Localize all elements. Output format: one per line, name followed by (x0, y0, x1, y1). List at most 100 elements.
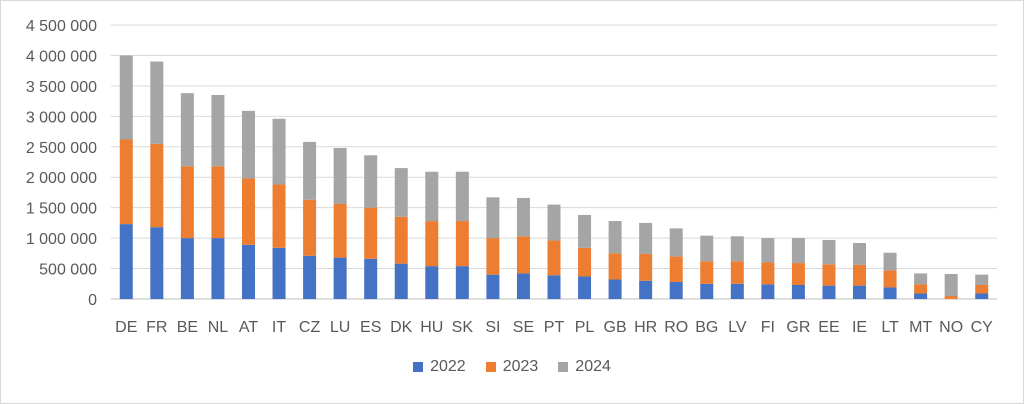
bar-EE-2022 (822, 285, 836, 299)
legend-item-series-2: 2024 (558, 358, 611, 376)
x-tick-label: PL (575, 319, 595, 336)
bar-ES-2022 (364, 258, 378, 299)
bar-GR-2023 (791, 263, 805, 285)
bar-FI-2023 (761, 262, 775, 285)
x-tick-label: CY (971, 319, 994, 336)
x-tick-label: RO (664, 319, 688, 336)
bar-DK-2022 (394, 263, 408, 299)
bar-BG-2024 (700, 235, 714, 262)
x-tick-label: DK (390, 319, 413, 336)
bar-FI-2024 (761, 238, 775, 263)
bar-DK-2023 (394, 216, 408, 264)
bar-ES-2023 (364, 207, 378, 259)
x-tick-label: GR (786, 319, 810, 336)
bar-BG-2022 (700, 283, 714, 299)
x-tick-label: AT (239, 319, 258, 336)
y-tick-label: 3 500 000 (26, 79, 97, 96)
legend-swatch-series-0 (413, 362, 424, 372)
bar-FR-2023 (150, 143, 164, 228)
bar-HR-2023 (639, 253, 653, 281)
legend-label-series-0: 2022 (430, 358, 466, 375)
x-tick-label: LU (330, 319, 350, 336)
bar-RO-2023 (669, 256, 683, 282)
bar-CZ-2022 (303, 255, 317, 299)
bar-AT-2023 (241, 178, 255, 245)
bar-EE-2023 (822, 264, 836, 286)
x-tick-label: ES (360, 319, 381, 336)
bar-LV-2023 (730, 261, 744, 284)
bar-IT-2023 (272, 184, 286, 248)
x-tick-label: FI (761, 319, 775, 336)
bar-PL-2023 (578, 247, 592, 277)
bar-LU-2024 (333, 147, 347, 205)
bar-CY-2024 (975, 274, 989, 285)
y-axis-ticks: 0 500 000 1 000 000 1 500 000 2 000 000 2 500… (26, 18, 97, 309)
bar-NL-2022 (211, 238, 225, 299)
x-tick-label: IE (852, 319, 867, 336)
bar-PT-2022 (547, 275, 561, 299)
legend-item-series-0: 2022 (413, 358, 466, 376)
bar-CY-2022 (975, 293, 989, 299)
bar-HU-2023 (425, 221, 439, 267)
legend-label-series-1: 2023 (502, 358, 539, 375)
legend-swatch-series-2 (558, 362, 569, 372)
y-tick-label: 1 000 000 (26, 231, 97, 248)
bar-GR-2024 (791, 238, 805, 264)
bar-SE-2024 (516, 197, 530, 237)
bar-EE-2024 (822, 239, 836, 265)
y-tick-label: 4 000 000 (26, 48, 97, 65)
x-tick-label: BG (695, 319, 718, 336)
bar-PT-2024 (547, 204, 561, 241)
x-tick-label: MT (909, 319, 932, 336)
bar-LU-2023 (333, 204, 347, 258)
x-tick-label: DE (115, 319, 137, 336)
bar-HU-2024 (425, 171, 439, 222)
bar-PL-2022 (578, 276, 592, 299)
bar-LT-2024 (883, 252, 897, 271)
x-tick-label: CZ (299, 319, 321, 336)
x-tick-label: SK (452, 319, 474, 336)
bar-MT-2022 (914, 293, 928, 299)
bar-DE-2023 (119, 139, 133, 225)
bar-IE-2022 (853, 285, 867, 299)
bars (119, 55, 989, 299)
x-tick-label: SE (513, 319, 534, 336)
bar-PL-2024 (578, 214, 592, 248)
bar-MT-2024 (914, 273, 928, 285)
bar-SK-2024 (455, 171, 469, 222)
y-tick-label: 4 500 000 (26, 18, 97, 35)
bar-IE-2023 (853, 264, 867, 286)
bar-LT-2023 (883, 270, 897, 288)
x-tick-label: NO (939, 319, 963, 336)
bar-SK-2022 (455, 266, 469, 299)
x-tick-label: NL (208, 319, 229, 336)
bar-AT-2024 (241, 110, 255, 179)
bar-LV-2022 (730, 283, 744, 299)
bar-GB-2024 (608, 221, 622, 254)
bar-HU-2022 (425, 266, 439, 299)
bar-NL-2024 (211, 95, 225, 167)
x-tick-label: BE (177, 319, 198, 336)
bar-CY-2023 (975, 284, 989, 294)
x-tick-label: LV (728, 319, 747, 336)
bar-CZ-2024 (303, 141, 317, 200)
bar-IE-2024 (853, 242, 867, 265)
x-axis-ticks: DE FR BE NL AT IT CZ LU ES DK HU SK SI SE PT PL GB HR RO BG… (115, 319, 993, 336)
bar-GB-2022 (608, 279, 622, 299)
y-tick-label: 2 500 000 (26, 140, 97, 157)
bar-BE-2024 (180, 93, 194, 167)
bar-SI-2023 (486, 238, 500, 275)
bar-IT-2022 (272, 247, 286, 299)
bar-DE-2022 (119, 224, 133, 299)
legend: 2022 2023 2024 (0, 358, 1024, 376)
y-tick-label: 3 000 000 (26, 109, 97, 126)
x-tick-label: FR (146, 319, 167, 336)
bar-HR-2024 (639, 222, 653, 254)
bar-MT-2023 (914, 284, 928, 294)
y-tick-label: 2 000 000 (26, 170, 97, 187)
bar-FI-2022 (761, 284, 775, 299)
bar-SI-2024 (486, 197, 500, 239)
bar-SE-2023 (516, 236, 530, 274)
bar-LU-2022 (333, 257, 347, 299)
